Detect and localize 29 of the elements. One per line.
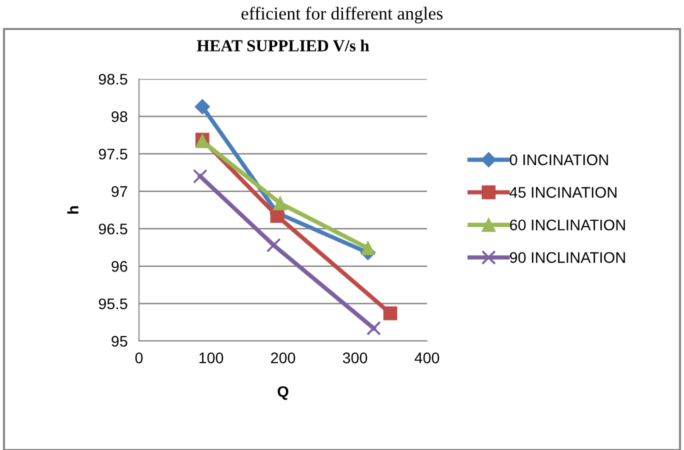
- x-tick-label: 0: [135, 352, 143, 364]
- legend-label: 45 INCINATION: [510, 186, 616, 198]
- y-tick-label: 97: [112, 186, 128, 197]
- x-tick-label: 100: [199, 352, 224, 364]
- point: [194, 99, 210, 114]
- point: [273, 196, 288, 210]
- y-tick-label: 96: [112, 261, 128, 272]
- legend-label: 0 INCINATION: [510, 154, 608, 166]
- y-tick-label: 97.5: [98, 148, 128, 160]
- y-tick-label: 98: [112, 111, 128, 122]
- x-tick-label: 400: [414, 352, 440, 364]
- point: [266, 238, 281, 252]
- y-axis-title: h: [67, 206, 78, 214]
- legend-label: 60 INCLINATION: [510, 220, 625, 230]
- x-tick-label: 200: [271, 352, 296, 364]
- y-tick-label: 95: [112, 336, 128, 347]
- y-tick-label: 98.5: [98, 74, 128, 85]
- legend-label: 90 INCLINATION: [510, 252, 625, 263]
- y-tick-label: 95.5: [98, 298, 128, 310]
- text: efficient for different angles: [242, 6, 443, 24]
- point: [270, 209, 284, 223]
- y-tick-label: 96.5: [98, 224, 128, 234]
- point: [192, 169, 208, 184]
- x-tick-label: 300: [342, 352, 368, 364]
- x-axis-title: Q: [278, 386, 288, 400]
- chart-title: HEAT SUPPLIED V/s h: [196, 40, 370, 52]
- point: [366, 320, 382, 336]
- point: [361, 241, 375, 256]
- point: [383, 306, 398, 320]
